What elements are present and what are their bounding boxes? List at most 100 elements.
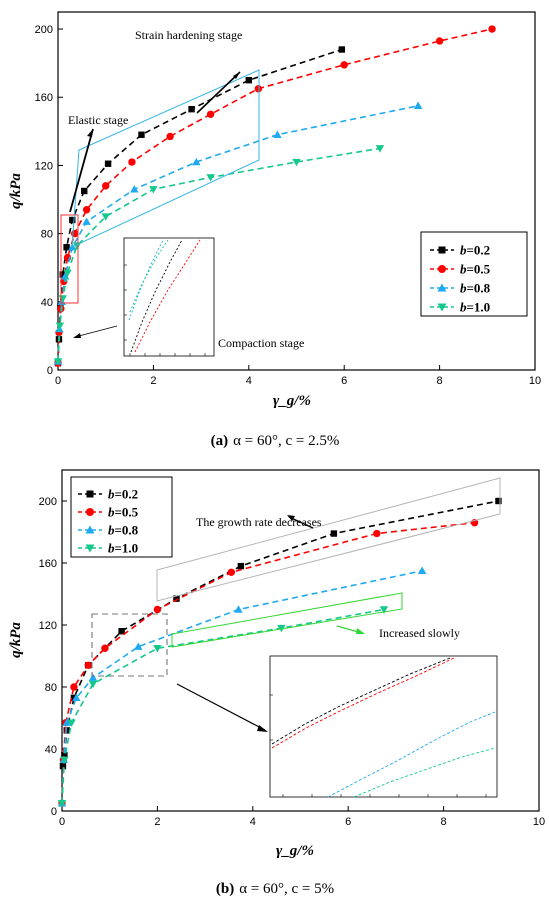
inset-frame-a <box>123 237 215 357</box>
data-point <box>166 132 174 141</box>
data-point <box>192 157 201 166</box>
data-point <box>61 752 68 759</box>
data-point <box>62 718 71 726</box>
data-point <box>413 101 423 109</box>
y-tick-label-b: 200 <box>39 496 57 508</box>
series-b <box>57 497 502 808</box>
axes-b: 0 2 4 6 8 10 0 40 80 120 160 200 <box>39 496 545 828</box>
inset-a <box>123 237 215 357</box>
data-point <box>435 37 444 45</box>
elastic-arrow-head <box>87 129 93 137</box>
legend-marker <box>438 265 446 273</box>
inset-curve <box>134 239 201 353</box>
data-point <box>153 645 162 653</box>
data-point <box>138 131 145 138</box>
inset-frame-b <box>269 655 498 798</box>
annotation-compaction: Compaction stage <box>218 336 304 350</box>
data-point <box>82 217 91 225</box>
compaction-arrow-line <box>74 325 118 338</box>
elastic-arrow-line <box>69 128 94 213</box>
data-point <box>55 322 65 330</box>
data-point <box>227 568 236 576</box>
inset-curve <box>353 747 496 798</box>
data-point <box>488 25 496 33</box>
inset-curve <box>271 657 451 745</box>
data-point <box>292 158 301 167</box>
y-tick-label-a: 160 <box>35 92 53 104</box>
data-point <box>375 145 385 153</box>
caption-label-a: (a) <box>211 433 229 449</box>
y-tick-label-b: 40 <box>45 744 57 756</box>
x-axis-label-a: γ_g/% <box>273 393 311 409</box>
y-tick-label-b: 0 <box>51 806 57 818</box>
plot-frame-a <box>57 11 536 371</box>
y-axis-label-a: q/kPa <box>8 173 24 209</box>
data-point <box>206 174 215 182</box>
inset-curve <box>327 711 496 798</box>
zoom-arrow-line <box>176 683 266 731</box>
annotation-increased-slowly: Increased slowly <box>379 626 460 640</box>
data-point <box>206 110 215 118</box>
legend-a: b=0.2 b=0.5 b=0.8 b=1.0 <box>420 231 528 317</box>
x-axis-label-b: γ_g/% <box>276 843 314 859</box>
data-point <box>59 271 66 278</box>
data-point <box>149 186 158 194</box>
y-tick-label-a: 120 <box>35 160 53 172</box>
legend-label: b=0.8 <box>460 281 491 296</box>
inset-curve <box>130 239 183 353</box>
data-point <box>63 244 70 251</box>
data-point <box>82 206 91 214</box>
zoom-arrow-head <box>257 725 268 732</box>
annotation-elastic: Elastic stage <box>68 113 128 127</box>
data-point <box>234 605 243 613</box>
y-tick-label-b: 160 <box>39 558 57 570</box>
x-tick-label-a: 10 <box>529 375 541 387</box>
y-tick-label-a: 40 <box>41 297 53 309</box>
data-point <box>88 680 98 689</box>
data-point <box>237 562 245 570</box>
panel-b: 0 2 4 6 8 10 0 40 80 120 160 200 The growth rate de… <box>8 469 545 897</box>
data-point <box>338 46 346 53</box>
data-point <box>70 694 78 702</box>
annotation-growth-rate: The growth rate decreases <box>196 515 322 529</box>
data-point <box>417 566 427 574</box>
x-tick-label-a: 2 <box>150 375 156 387</box>
data-point <box>84 661 92 669</box>
legend-frame-a <box>420 231 528 317</box>
caption-b: (b) α = 60°, c = 5% <box>216 881 334 897</box>
legend-marker <box>86 490 94 498</box>
x-tick-label-b: 10 <box>533 816 545 828</box>
y-tick-label-a: 0 <box>47 365 53 377</box>
x-tick-label-b: 8 <box>441 816 447 828</box>
legend-label: b=0.5 <box>108 505 139 520</box>
caption-text-b: α = 60°, c = 5% <box>239 881 334 897</box>
elastic-stage-box <box>60 214 79 304</box>
legend-label: b=0.2 <box>460 243 490 258</box>
data-point <box>60 756 69 765</box>
data-point <box>70 229 79 238</box>
legend-b: b=0.2 b=0.5 b=0.8 b=1.0 <box>70 476 173 558</box>
series-line <box>57 147 381 362</box>
legend-marker <box>85 525 95 534</box>
x-tick-label-a: 6 <box>341 375 347 387</box>
slowly-arrow-head <box>356 628 365 634</box>
legend-label: b=0.5 <box>460 262 491 277</box>
x-tick-label-b: 2 <box>154 816 160 828</box>
data-point <box>59 762 67 770</box>
data-point <box>53 358 63 366</box>
data-point <box>373 529 381 538</box>
data-point <box>69 216 76 224</box>
data-point <box>188 105 195 113</box>
data-point <box>128 158 136 166</box>
y-axis-label-b: q/kPa <box>8 622 24 658</box>
y-tick-label-a: 200 <box>35 24 53 36</box>
data-point <box>330 530 338 537</box>
compaction-arrow-head <box>73 333 81 338</box>
series-b-1.0 <box>57 606 389 808</box>
series-b-0.8 <box>57 566 427 807</box>
legend-label: b=1.0 <box>460 300 490 315</box>
data-point <box>495 497 502 505</box>
x-tick-label-a: 4 <box>246 375 252 387</box>
data-point <box>173 595 180 602</box>
